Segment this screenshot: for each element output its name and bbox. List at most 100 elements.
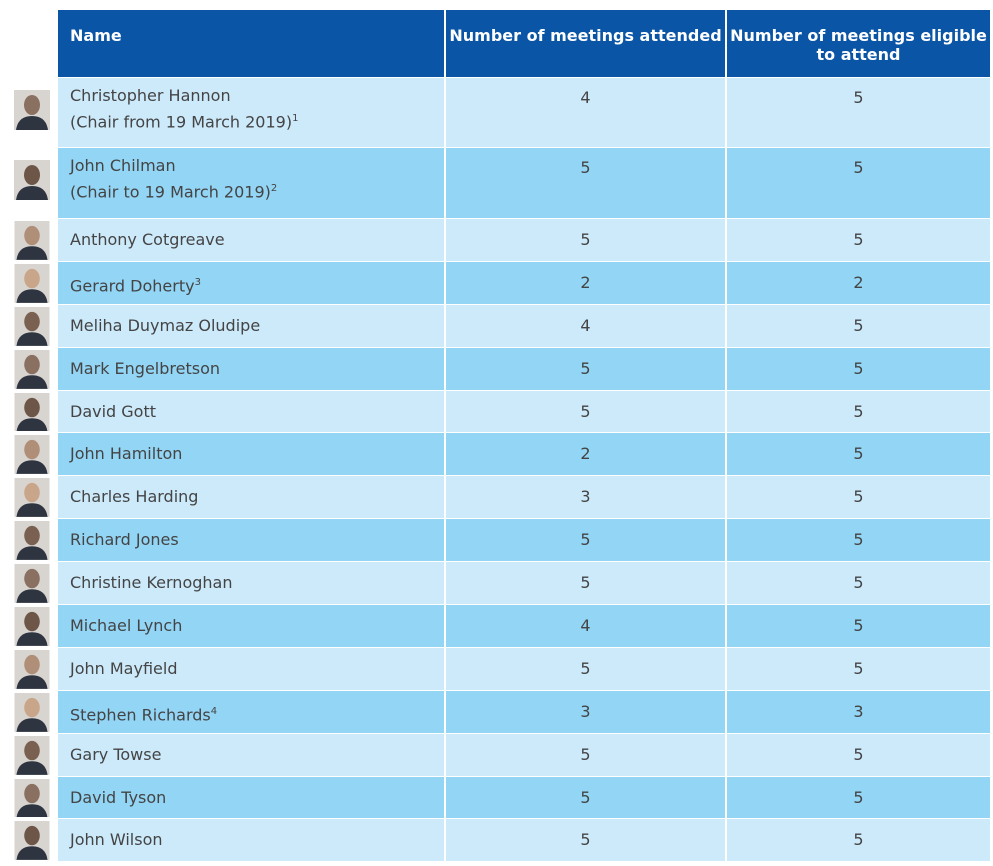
name-cell: Meliha Duymaz Oludipe [58,305,446,348]
portrait [14,393,50,432]
eligible-cell: 5 [727,219,990,262]
attended-cell: 4 [446,78,727,148]
photo [12,262,58,305]
name-cell: Anthony Cotgreave [58,219,446,262]
member-name: John Hamilton [70,444,182,463]
photo [12,648,58,691]
photo [12,819,58,862]
eligible-cell: 5 [727,819,990,862]
attended-cell: 5 [446,819,727,862]
photo [12,777,58,820]
attended-cell: 5 [446,519,727,562]
member-name: Christopher Hannon [70,86,231,105]
member-name: Charles Harding [70,487,198,506]
member-note: (Chair from 19 March 2019) [70,112,292,131]
eligible-cell: 5 [727,562,990,605]
portrait [14,350,50,389]
attended-cell: 5 [446,734,727,777]
name-cell: David Tyson [58,777,446,820]
portrait [14,821,50,860]
photo [12,519,58,562]
member-name: Anthony Cotgreave [70,230,225,249]
eligible-cell: 5 [727,391,990,434]
member-name: Mark Engelbretson [70,359,220,378]
attended-cell: 5 [446,648,727,691]
eligible-cell: 5 [727,78,990,148]
portrait [14,264,50,303]
portrait [14,564,50,603]
member-name: Meliha Duymaz Oludipe [70,316,260,335]
attended-cell: 5 [446,562,727,605]
member-name: John Chilman [70,156,176,175]
name-cell: Christine Kernoghan [58,562,446,605]
eligible-cell: 5 [727,348,990,391]
footnote-ref: 3 [195,277,201,288]
photo [12,734,58,777]
member-name: Richard Jones [70,530,179,549]
name-cell: John Mayfield [58,648,446,691]
member-name: Michael Lynch [70,616,182,635]
photo [12,391,58,434]
page: Name Number of meetings attended Number … [0,0,993,863]
eligible-cell: 5 [727,433,990,476]
eligible-cell: 5 [727,648,990,691]
portrait [14,435,50,474]
header-row: Name Number of meetings attended Number … [12,10,990,78]
header-cell: Number of meetings eligible to attend [727,10,990,78]
photo [12,348,58,391]
attended-cell: 2 [446,262,727,305]
name-cell: David Gott [58,391,446,434]
attended-cell: 5 [446,348,727,391]
name-cell: Gary Towse [58,734,446,777]
member-name: John Wilson [70,830,163,849]
portrait [14,478,50,517]
portrait [14,80,50,140]
name-cell: Gerard Doherty3 [58,262,446,305]
member-name: Gary Towse [70,745,161,764]
name-cell: Christopher Hannon (Chair from 19 March 2… [58,78,446,148]
portrait [14,150,50,210]
name-cell: Richard Jones [58,519,446,562]
header-cell: Number of meetings attended [446,10,727,78]
member-name: Gerard Doherty [70,276,195,295]
eligible-cell: 3 [727,691,990,734]
member-name: Stephen Richards [70,705,211,724]
portrait [14,521,50,560]
name-cell: Michael Lynch [58,605,446,648]
attended-cell: 5 [446,148,727,219]
name-cell: John Hamilton [58,433,446,476]
name-cell: John Chilman(Chair to 19 March 2019)2 [58,148,446,219]
eligible-cell: 5 [727,519,990,562]
attended-cell: 4 [446,305,727,348]
member-name: Christine Kernoghan [70,573,232,592]
photo-header [12,10,58,78]
eligible-cell: 5 [727,605,990,648]
attended-cell: 4 [446,605,727,648]
eligible-cell: 5 [727,476,990,519]
photo [12,305,58,348]
portrait [14,779,50,818]
attended-cell: 3 [446,476,727,519]
portrait [14,221,50,260]
member-name: David Tyson [70,788,166,807]
photo [12,476,58,519]
name-cell: Stephen Richards4 [58,691,446,734]
name-cell: John Wilson [58,819,446,862]
portrait [14,607,50,646]
footnote-ref: 4 [211,706,217,717]
eligible-cell: 5 [727,734,990,777]
portrait [14,307,50,346]
photo [12,148,58,219]
attended-cell: 5 [446,391,727,434]
eligible-cell: 5 [727,777,990,820]
member-name: John Mayfield [70,659,177,678]
member-name: David Gott [70,402,156,421]
